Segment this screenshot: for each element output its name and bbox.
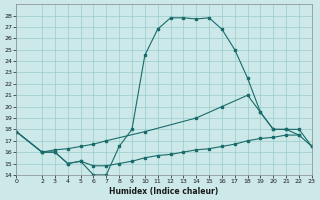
- X-axis label: Humidex (Indice chaleur): Humidex (Indice chaleur): [109, 187, 219, 196]
